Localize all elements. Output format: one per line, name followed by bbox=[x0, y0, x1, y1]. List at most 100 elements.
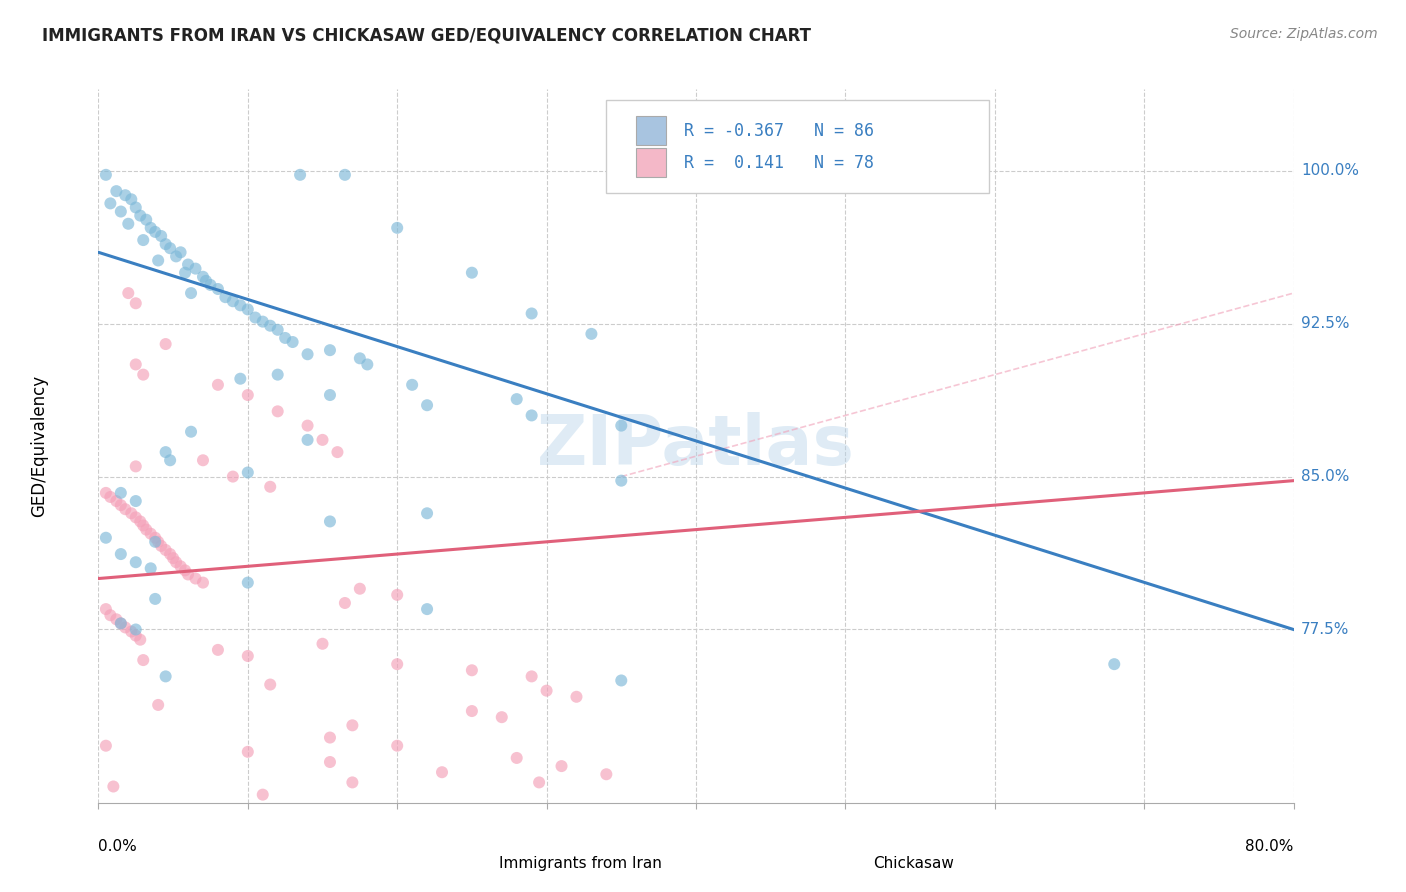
Point bbox=[506, 392, 529, 406]
Point bbox=[288, 168, 311, 182]
Point bbox=[114, 188, 136, 202]
Point bbox=[281, 334, 304, 349]
Point bbox=[177, 567, 200, 582]
Point bbox=[200, 277, 222, 292]
Point bbox=[349, 582, 371, 596]
Point bbox=[125, 623, 148, 637]
Point bbox=[191, 269, 214, 284]
Point bbox=[143, 591, 166, 606]
Point bbox=[177, 258, 200, 272]
Point bbox=[416, 602, 439, 616]
Point bbox=[129, 515, 152, 529]
Point bbox=[610, 673, 633, 688]
Point bbox=[129, 632, 152, 647]
Point bbox=[165, 249, 187, 263]
Text: 85.0%: 85.0% bbox=[1301, 469, 1350, 484]
FancyBboxPatch shape bbox=[636, 116, 666, 145]
Point bbox=[236, 466, 259, 480]
Text: 92.5%: 92.5% bbox=[1301, 316, 1350, 331]
Point bbox=[385, 739, 409, 753]
Point bbox=[214, 290, 236, 304]
Point bbox=[520, 306, 543, 320]
Point bbox=[94, 739, 117, 753]
Point bbox=[385, 220, 409, 235]
Point bbox=[94, 168, 117, 182]
Point bbox=[125, 201, 148, 215]
Point bbox=[610, 474, 633, 488]
FancyBboxPatch shape bbox=[821, 849, 863, 878]
Point bbox=[94, 602, 117, 616]
Point bbox=[114, 502, 136, 516]
Point bbox=[506, 751, 529, 765]
Point bbox=[349, 351, 371, 366]
Point bbox=[184, 572, 207, 586]
Point bbox=[125, 629, 148, 643]
Point bbox=[311, 433, 333, 447]
Point bbox=[311, 637, 333, 651]
Point bbox=[169, 559, 191, 574]
Text: 0.0%: 0.0% bbox=[98, 839, 138, 855]
Point bbox=[252, 788, 274, 802]
Text: 80.0%: 80.0% bbox=[1246, 839, 1294, 855]
Point bbox=[98, 196, 122, 211]
Point bbox=[191, 453, 214, 467]
Point bbox=[94, 531, 117, 545]
Point bbox=[180, 425, 202, 439]
Text: IMMIGRANTS FROM IRAN VS CHICKASAW GED/EQUIVALENCY CORRELATION CHART: IMMIGRANTS FROM IRAN VS CHICKASAW GED/EQ… bbox=[42, 27, 811, 45]
Point bbox=[132, 653, 155, 667]
Point bbox=[120, 624, 142, 639]
Point bbox=[165, 555, 187, 569]
Point bbox=[184, 261, 207, 276]
Text: 100.0%: 100.0% bbox=[1301, 163, 1360, 178]
Point bbox=[267, 368, 290, 382]
Point bbox=[110, 204, 132, 219]
Point bbox=[143, 225, 166, 239]
Point bbox=[194, 274, 218, 288]
Point bbox=[191, 575, 214, 590]
Point bbox=[150, 229, 173, 244]
Point bbox=[461, 663, 484, 677]
Point bbox=[105, 494, 128, 508]
Point bbox=[139, 561, 162, 575]
Point bbox=[135, 523, 157, 537]
Point bbox=[180, 286, 202, 301]
Point bbox=[236, 575, 259, 590]
Point bbox=[416, 506, 439, 520]
Point bbox=[143, 531, 166, 545]
Point bbox=[155, 445, 177, 459]
Point bbox=[536, 683, 558, 698]
Point bbox=[162, 551, 184, 566]
Point bbox=[129, 209, 152, 223]
Point bbox=[333, 168, 356, 182]
Point bbox=[148, 534, 170, 549]
Point bbox=[125, 494, 148, 508]
Point bbox=[356, 358, 378, 372]
Point bbox=[385, 657, 409, 672]
Point bbox=[527, 775, 550, 789]
Point bbox=[319, 731, 342, 745]
Point bbox=[491, 710, 513, 724]
Point bbox=[319, 755, 342, 769]
Point bbox=[236, 302, 259, 317]
FancyBboxPatch shape bbox=[446, 849, 486, 878]
Point bbox=[110, 486, 132, 500]
Point bbox=[125, 459, 148, 474]
Point bbox=[159, 453, 181, 467]
Point bbox=[550, 759, 572, 773]
Point bbox=[103, 780, 125, 794]
Point bbox=[259, 318, 281, 333]
Text: 77.5%: 77.5% bbox=[1301, 622, 1350, 637]
Point bbox=[117, 286, 139, 301]
Point bbox=[110, 547, 132, 561]
Point bbox=[125, 555, 148, 569]
Point bbox=[297, 347, 319, 361]
Point bbox=[267, 323, 290, 337]
Point bbox=[174, 563, 197, 577]
Point bbox=[252, 315, 274, 329]
Point bbox=[229, 372, 252, 386]
Point bbox=[143, 534, 166, 549]
Point bbox=[342, 775, 364, 789]
FancyBboxPatch shape bbox=[636, 148, 666, 177]
Point bbox=[132, 368, 155, 382]
Point bbox=[236, 745, 259, 759]
